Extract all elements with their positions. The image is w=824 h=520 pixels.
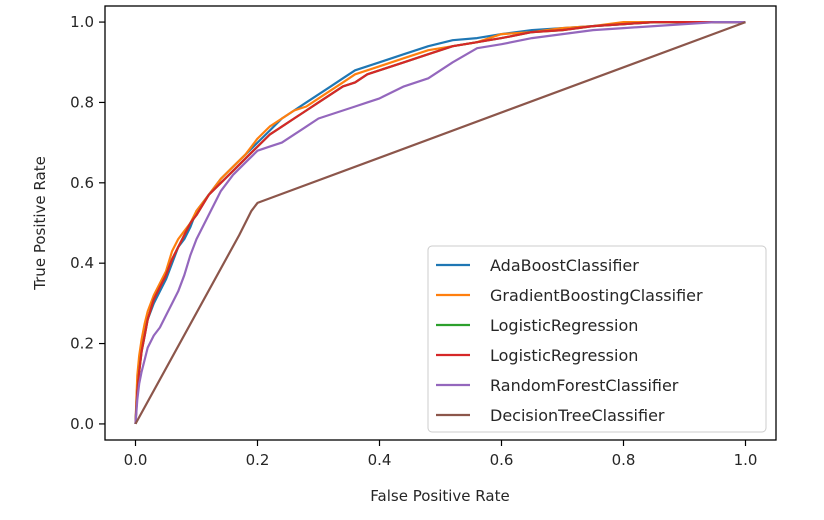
legend-label: DecisionTreeClassifier — [490, 406, 665, 425]
y-tick-label: 0.4 — [70, 254, 94, 272]
x-tick-label: 0.2 — [246, 451, 270, 469]
y-axis-title: True Positive Rate — [31, 156, 49, 291]
y-tick-label: 0.0 — [70, 415, 94, 433]
legend-label: AdaBoostClassifier — [490, 256, 639, 275]
legend: AdaBoostClassifier GradientBoostingClassi… — [427, 245, 767, 433]
x-tick-label: 0.6 — [490, 451, 514, 469]
axes-frame — [104, 5, 777, 441]
x-tick-label: 0.4 — [368, 451, 392, 469]
series-line-5 — [134, 21, 746, 425]
y-tick-label: 0.6 — [70, 174, 94, 192]
y-axis: 0.0 0.2 0.4 0.6 0.8 1.0 — [70, 13, 105, 433]
x-axis: 0.0 0.2 0.4 0.6 0.8 1.0 — [124, 440, 758, 469]
legend-label: GradientBoostingClassifier — [490, 286, 703, 305]
legend-label: RandomForestClassifier — [490, 376, 679, 395]
y-tick-label: 0.2 — [70, 335, 94, 353]
x-tick-label: 0.8 — [612, 451, 636, 469]
legend-label: LogisticRegression — [490, 346, 638, 365]
x-tick-label: 0.0 — [124, 451, 148, 469]
legend-box — [427, 245, 767, 433]
plot-lines — [134, 21, 746, 425]
y-tick-label: 0.8 — [70, 93, 94, 111]
y-tick-label: 1.0 — [70, 13, 94, 31]
x-axis-title: False Positive Rate — [370, 487, 509, 505]
x-tick-label: 1.0 — [734, 451, 758, 469]
legend-label: LogisticRegression — [490, 316, 638, 335]
series-line-3 — [134, 21, 746, 424]
series-line-4 — [134, 21, 746, 424]
